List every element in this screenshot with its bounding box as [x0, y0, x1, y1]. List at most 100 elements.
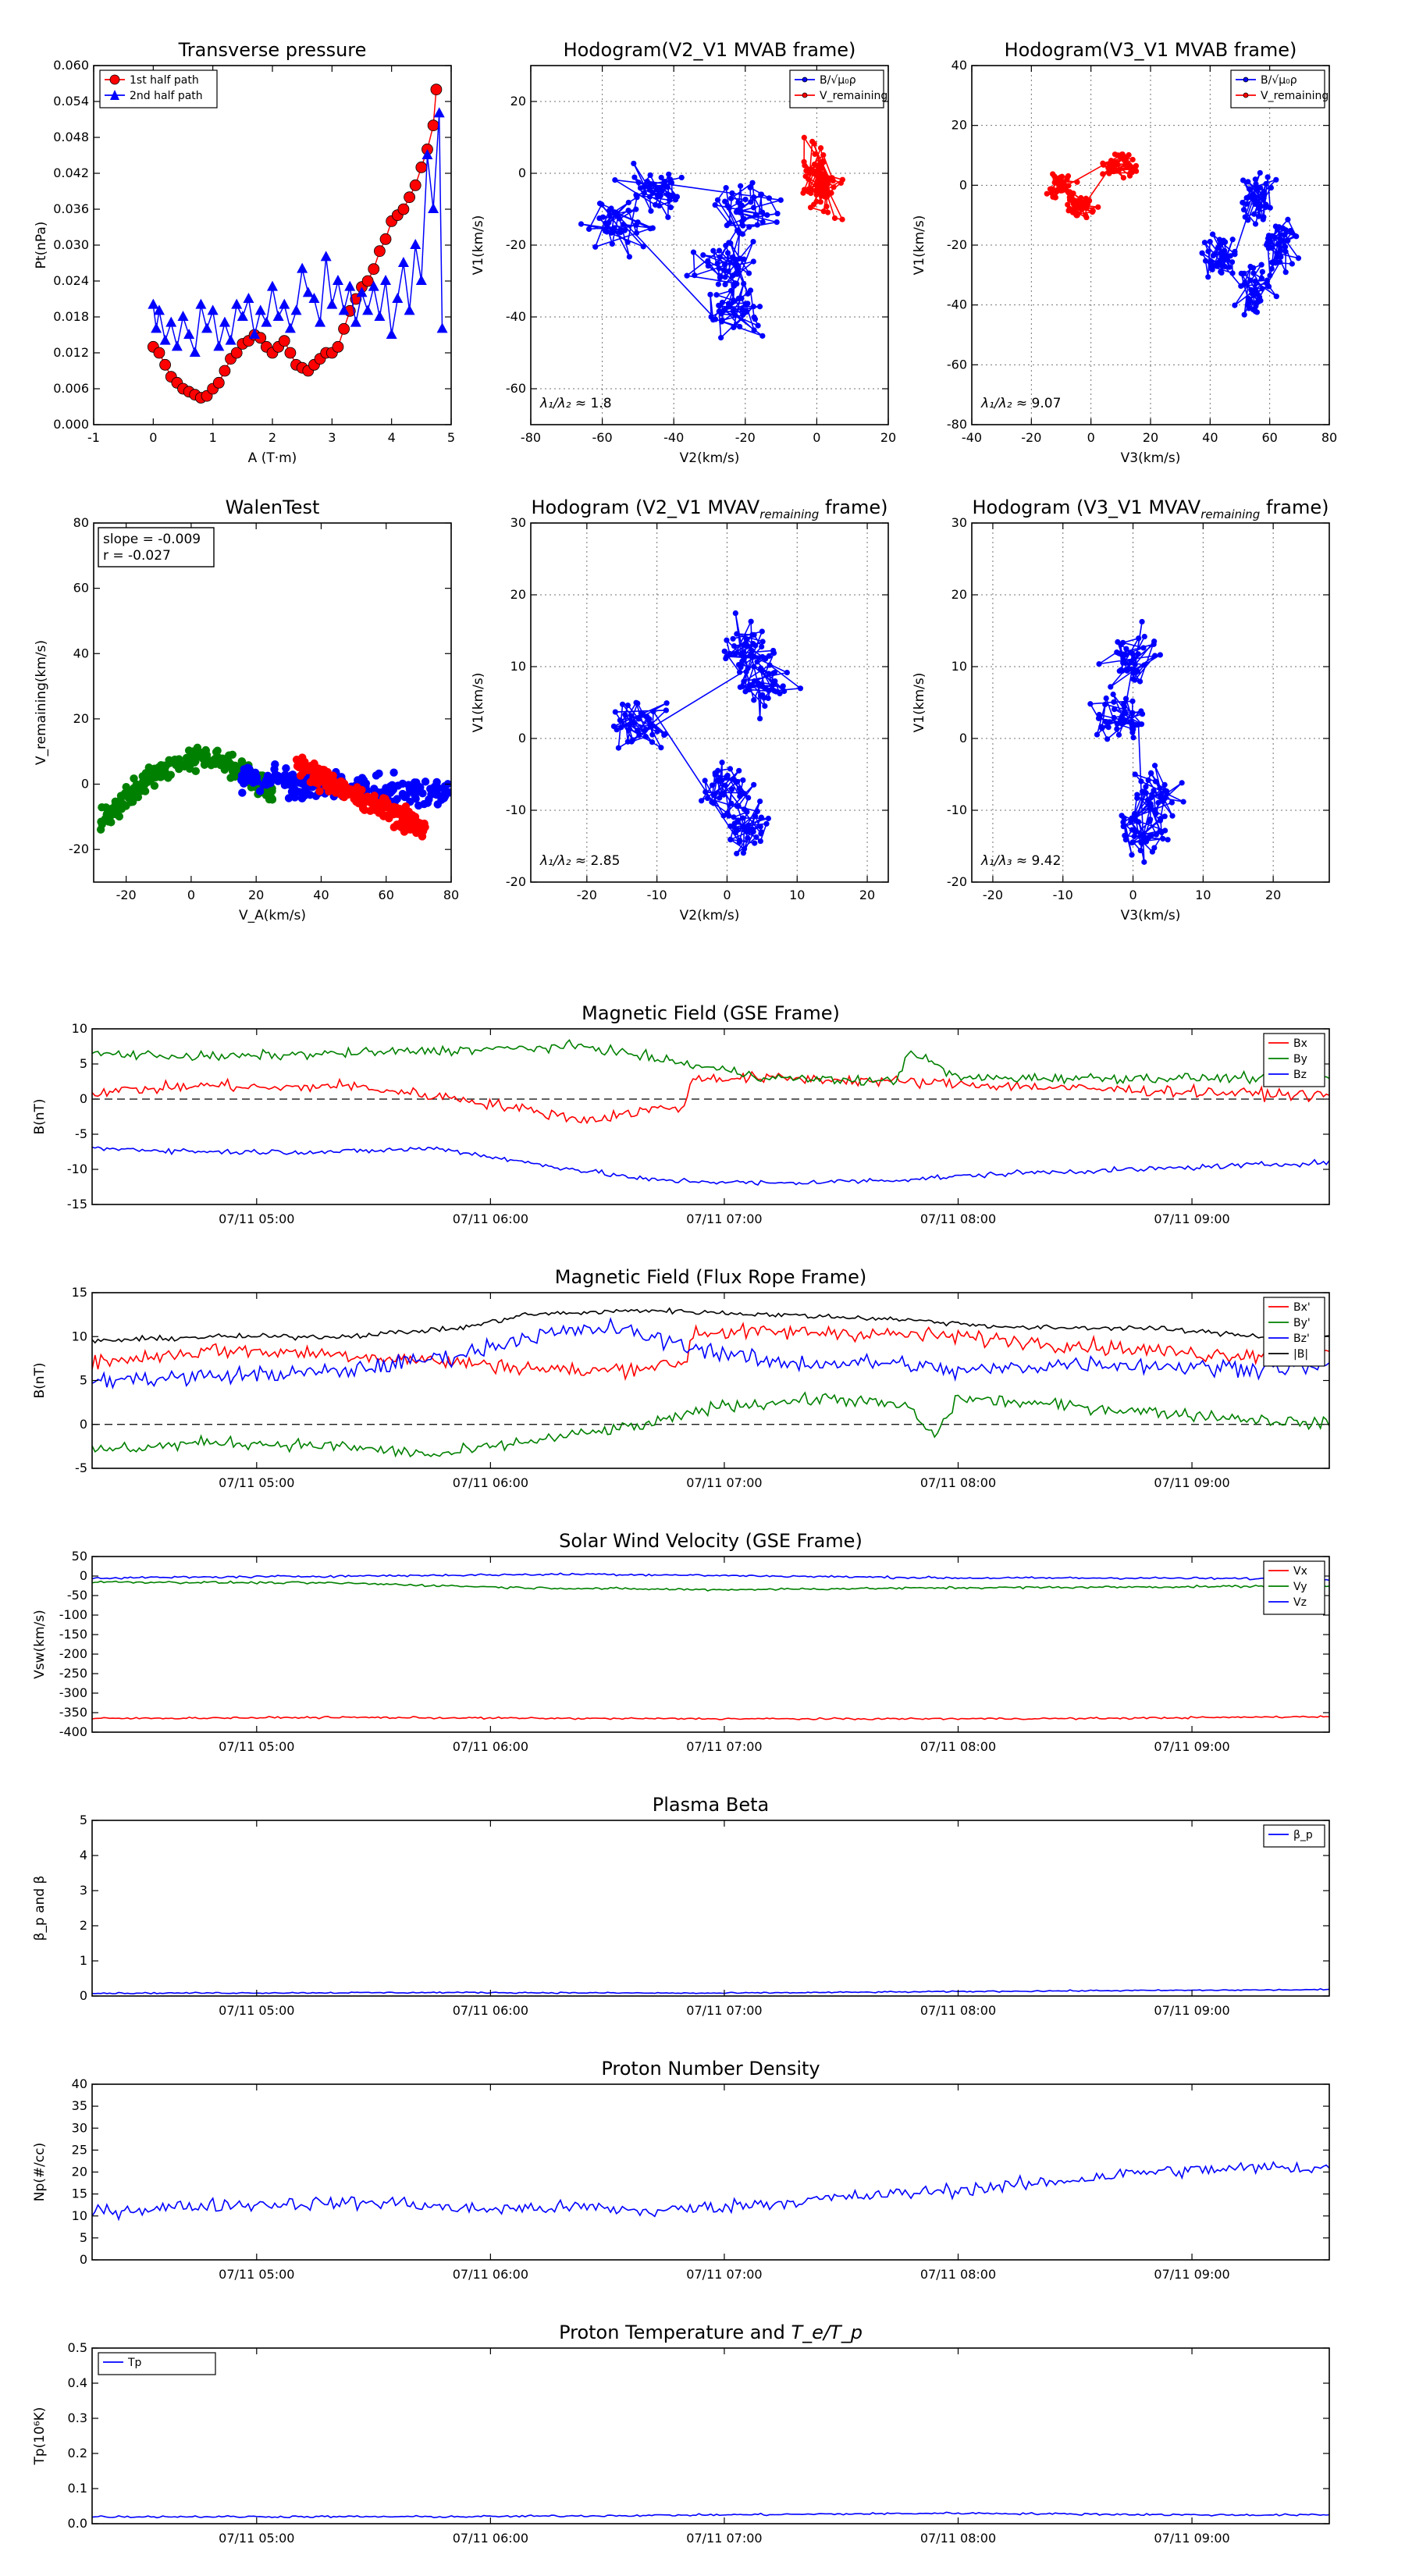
data-point — [1258, 262, 1264, 268]
data-point — [740, 222, 746, 229]
data-point — [1229, 237, 1236, 243]
data-point — [1122, 717, 1128, 724]
ytick-label: 0.006 — [53, 381, 89, 396]
data-point — [251, 768, 260, 777]
data-point — [278, 335, 290, 347]
data-point — [705, 262, 711, 269]
legend: B/√μ₀ρ V_remaining — [1230, 69, 1329, 109]
data-point — [741, 845, 748, 852]
ytick-label: 0.042 — [53, 165, 89, 180]
plot-area — [610, 610, 804, 857]
data-point — [183, 756, 192, 764]
ytick-label: 20 — [510, 94, 526, 109]
data-point — [743, 668, 749, 675]
ytick-label: 5 — [80, 1813, 87, 1827]
data-point — [379, 233, 392, 245]
axes-frame — [93, 522, 452, 883]
y-axis-label: V1(km/s) — [471, 673, 486, 733]
eigenvalue-ratio-label: λ₁/λ₃ ≈ — [980, 853, 1032, 869]
data-point — [315, 787, 324, 795]
xtick-label: 40 — [313, 888, 329, 902]
data-point — [735, 661, 742, 668]
data-point — [740, 311, 746, 318]
data-point — [741, 649, 747, 655]
ytick-label: 0.030 — [53, 237, 89, 252]
data-point — [313, 764, 322, 773]
chart-title: Magnetic Field (Flux Rope Frame) — [555, 1266, 866, 1288]
data-point — [355, 792, 364, 802]
data-point — [1272, 260, 1279, 266]
data-point — [752, 212, 759, 218]
ytick-label: -5 — [75, 1461, 87, 1475]
data-point — [663, 707, 669, 713]
data-point — [1273, 294, 1279, 300]
y-axis-label: V1(km/s) — [912, 673, 927, 733]
axes-frame — [971, 522, 1330, 883]
data-point — [1122, 837, 1129, 843]
data-point — [1120, 819, 1126, 825]
data-point — [207, 304, 219, 315]
xtick-label: 07/11 07:00 — [686, 2267, 762, 2282]
data-point — [1222, 239, 1229, 245]
data-point — [624, 738, 631, 745]
data-point — [1111, 699, 1117, 705]
data-point — [630, 737, 636, 743]
data-point — [1229, 259, 1236, 265]
ytick-label: -20 — [69, 841, 89, 856]
data-point — [1056, 187, 1063, 193]
data-point — [731, 776, 737, 783]
data-point — [1272, 234, 1279, 241]
data-point — [1259, 269, 1265, 275]
data-point — [824, 193, 831, 199]
xtick-label: 07/11 08:00 — [920, 2267, 996, 2282]
data-point — [739, 683, 745, 690]
data-point — [177, 311, 189, 321]
data-point — [1274, 250, 1280, 256]
data-point — [1252, 176, 1258, 183]
ytick-label: 5 — [80, 1056, 87, 1071]
xtick-label: 07/11 06:00 — [453, 2003, 528, 2018]
data-point — [165, 756, 173, 765]
xtick-label: 80 — [1321, 430, 1337, 445]
data-point — [729, 190, 735, 197]
x-axis-label: V2(km/s) — [680, 908, 740, 923]
data-point — [644, 178, 650, 184]
data-point — [621, 227, 628, 233]
data-point — [1050, 171, 1056, 177]
ytick-label: -250 — [59, 1666, 87, 1681]
data-point — [265, 787, 274, 795]
eigenvalue-ratio: λ₁/λ₃ ≈ 9.42 — [980, 853, 1061, 869]
ytick-label: -350 — [59, 1705, 87, 1720]
data-point — [757, 798, 763, 805]
data-point — [618, 724, 624, 731]
legend-box — [99, 69, 218, 109]
xtick-label: 07/11 05:00 — [219, 1739, 294, 1754]
ytick-label: 40 — [951, 58, 967, 73]
xtick-label: -1 — [87, 430, 100, 445]
data-point — [1180, 799, 1186, 805]
series-data-2 — [292, 753, 429, 841]
data-point — [1117, 717, 1124, 723]
data-point — [304, 766, 313, 775]
data-point — [828, 190, 834, 196]
data-point — [625, 199, 631, 206]
data-point — [766, 688, 772, 694]
data-point — [1169, 813, 1176, 819]
series-bz — [92, 1146, 1329, 1186]
data-point — [1137, 847, 1144, 854]
data-point — [642, 734, 649, 740]
ytick-label: 20 — [73, 711, 89, 726]
data-point — [1130, 735, 1136, 741]
data-point — [96, 825, 105, 834]
xtick-label: 07/11 09:00 — [1154, 2531, 1229, 2546]
data-point — [427, 119, 439, 132]
data-point — [750, 238, 756, 245]
data-point — [1267, 272, 1273, 279]
data-point — [1201, 240, 1208, 246]
data-point — [1260, 216, 1266, 222]
data-point — [421, 777, 430, 786]
data-point — [634, 728, 641, 734]
eigenvalue-ratio-value: 9.07 — [1032, 396, 1062, 411]
data-point — [1104, 736, 1111, 742]
ytick-label: 0.5 — [68, 2340, 87, 2355]
